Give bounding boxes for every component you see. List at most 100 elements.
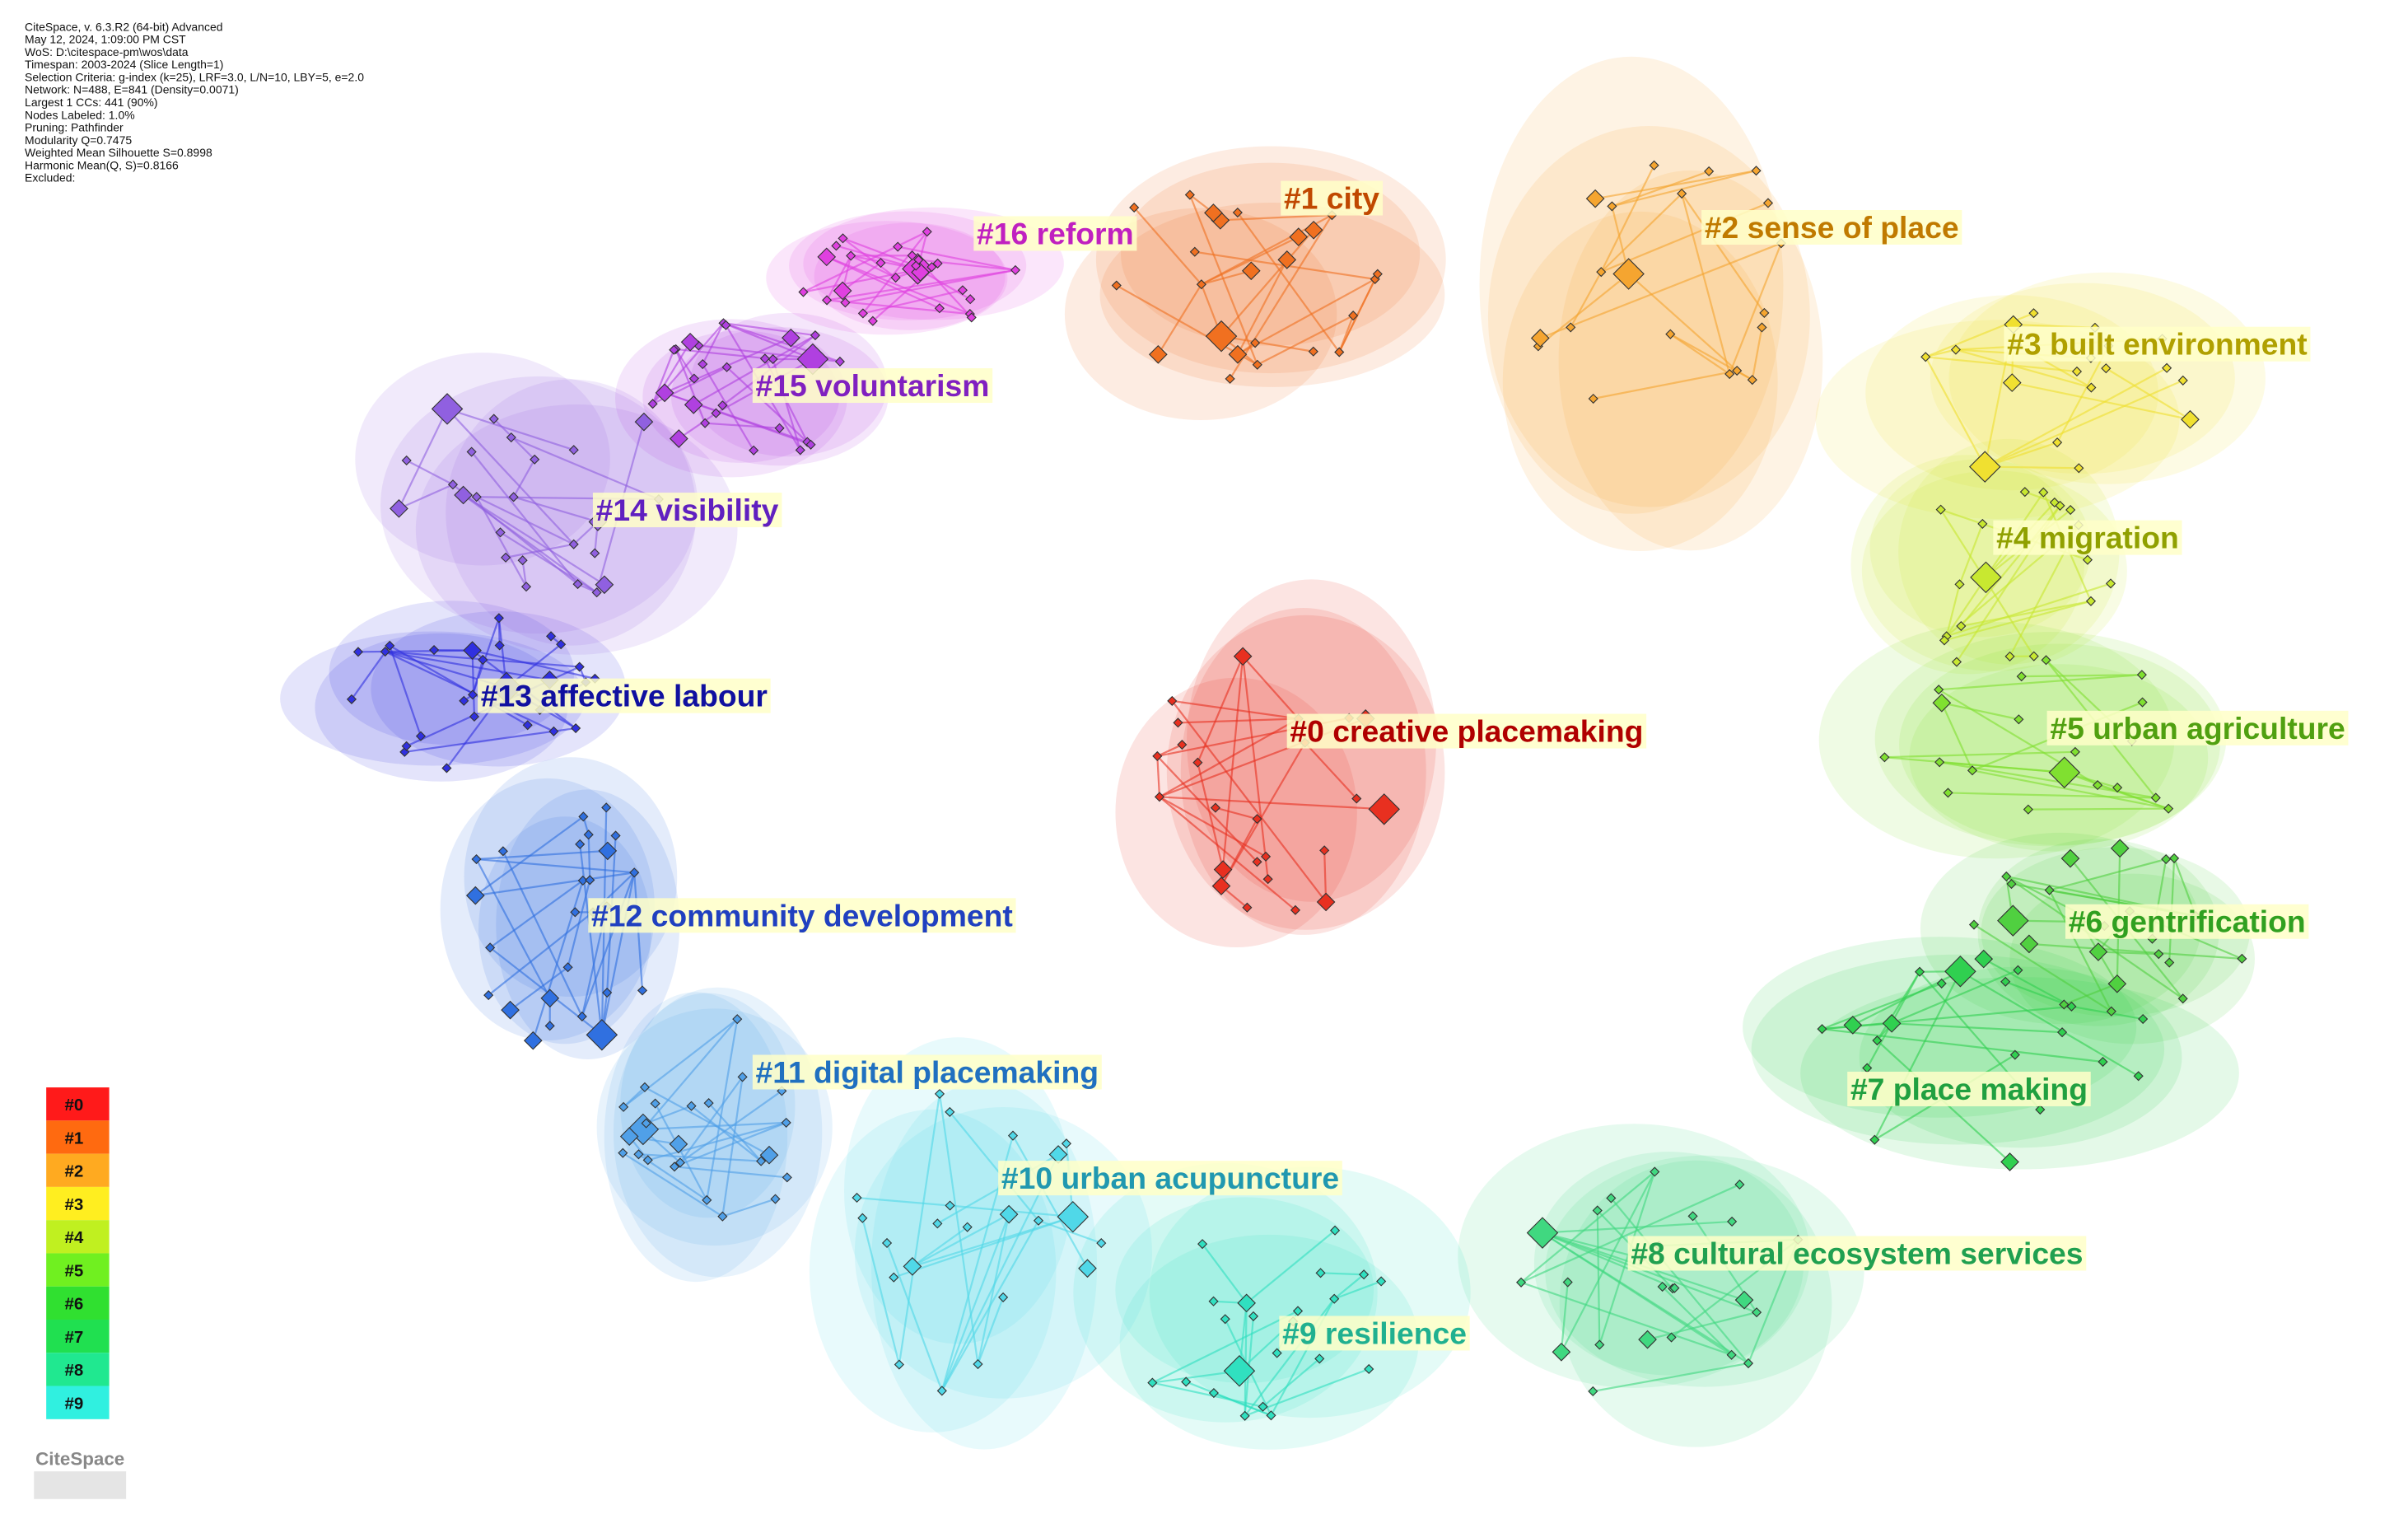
- header-line: Weighted Mean Silhouette S=0.8998: [25, 146, 212, 159]
- node: [1970, 561, 2002, 594]
- edge: [532, 880, 584, 1041]
- node: [401, 455, 412, 466]
- node: [926, 262, 937, 273]
- node: [2048, 756, 2081, 789]
- node: [1252, 359, 1262, 370]
- node: [831, 241, 842, 251]
- node: [1272, 1348, 1282, 1358]
- edge: [690, 1105, 762, 1162]
- edge: [2098, 951, 2159, 956]
- node: [1934, 757, 1945, 768]
- node: [1677, 188, 1687, 199]
- node: [680, 332, 700, 352]
- edge: [406, 459, 454, 486]
- edge: [1729, 242, 1782, 375]
- node: [1167, 695, 1178, 706]
- edge: [1822, 982, 1943, 1031]
- cluster-label-bg: [752, 1054, 1102, 1090]
- node: [577, 875, 588, 886]
- node: [684, 395, 703, 414]
- node: [1359, 1269, 1370, 1280]
- node: [698, 358, 708, 370]
- node: [2136, 670, 2147, 680]
- edge: [723, 322, 816, 337]
- node: [2101, 363, 2112, 374]
- edge: [1983, 958, 2072, 1007]
- node: [585, 875, 595, 886]
- legend-swatch: [46, 1386, 110, 1419]
- edge: [462, 494, 605, 586]
- edge: [1596, 1210, 1601, 1345]
- cluster-label-bg: [588, 898, 1016, 933]
- edge: [842, 237, 897, 278]
- node: [2066, 1001, 2077, 1012]
- edge: [587, 834, 591, 881]
- node: [795, 445, 805, 456]
- cluster-label: #10 urban acupuncture: [1001, 1161, 1339, 1195]
- edge: [1202, 1243, 1248, 1304]
- node: [1967, 765, 1978, 776]
- node: [2065, 504, 2076, 516]
- edge: [722, 1198, 776, 1218]
- cluster-label-bg: [1279, 1316, 1470, 1351]
- node: [508, 492, 519, 502]
- legend-swatch: [46, 1253, 110, 1287]
- edge: [1171, 700, 1327, 903]
- edge: [679, 1090, 782, 1164]
- edge: [826, 255, 971, 315]
- legend-label: #9: [65, 1395, 84, 1414]
- header-line: Modularity Q=0.7475: [25, 133, 132, 147]
- edge: [1542, 1232, 1642, 1260]
- cluster-label: #9 resilience: [1282, 1316, 1467, 1350]
- node: [506, 432, 516, 443]
- edge: [1333, 1280, 1382, 1300]
- edge: [1157, 283, 1202, 355]
- node: [595, 575, 614, 595]
- node: [2169, 853, 2180, 863]
- node: [2074, 463, 2084, 474]
- node: [1192, 757, 1203, 768]
- node: [857, 308, 868, 319]
- node: [966, 312, 977, 323]
- node: [1242, 902, 1253, 913]
- node: [932, 1218, 943, 1229]
- node: [1351, 793, 1362, 804]
- node: [1228, 344, 1248, 364]
- node: [501, 552, 511, 563]
- edge: [898, 1093, 941, 1365]
- node: [711, 408, 721, 418]
- node: [466, 446, 477, 457]
- node: [2181, 409, 2200, 429]
- edge: [1822, 1005, 2072, 1031]
- edge: [2012, 381, 2191, 421]
- node: [1935, 504, 1946, 515]
- node: [700, 418, 711, 428]
- edge: [389, 645, 422, 737]
- edge: [2097, 784, 2169, 810]
- node: [1334, 347, 1345, 358]
- node: [1732, 365, 1743, 376]
- edge: [623, 1018, 738, 1108]
- node: [852, 1192, 862, 1204]
- node: [523, 1031, 543, 1050]
- node: [1704, 166, 1715, 177]
- node: [999, 1204, 1019, 1224]
- node: [2013, 965, 2023, 975]
- cluster-label-bg: [1627, 1236, 2087, 1271]
- node: [2016, 671, 2027, 682]
- edge: [398, 408, 449, 509]
- edge: [2048, 890, 2112, 1012]
- cluster-label-bg: [973, 216, 1137, 251]
- edge: [1939, 674, 2142, 691]
- cluster-label-bg: [998, 1161, 1342, 1196]
- node: [1252, 814, 1262, 825]
- node: [669, 1134, 688, 1154]
- edge: [489, 880, 584, 949]
- node: [2059, 999, 2070, 1010]
- cluster-label: #12 community development: [591, 898, 1013, 932]
- cluster-area: [1815, 320, 2180, 519]
- node: [501, 1000, 520, 1020]
- node: [1649, 160, 1659, 171]
- node: [834, 356, 845, 367]
- node: [2082, 554, 2093, 565]
